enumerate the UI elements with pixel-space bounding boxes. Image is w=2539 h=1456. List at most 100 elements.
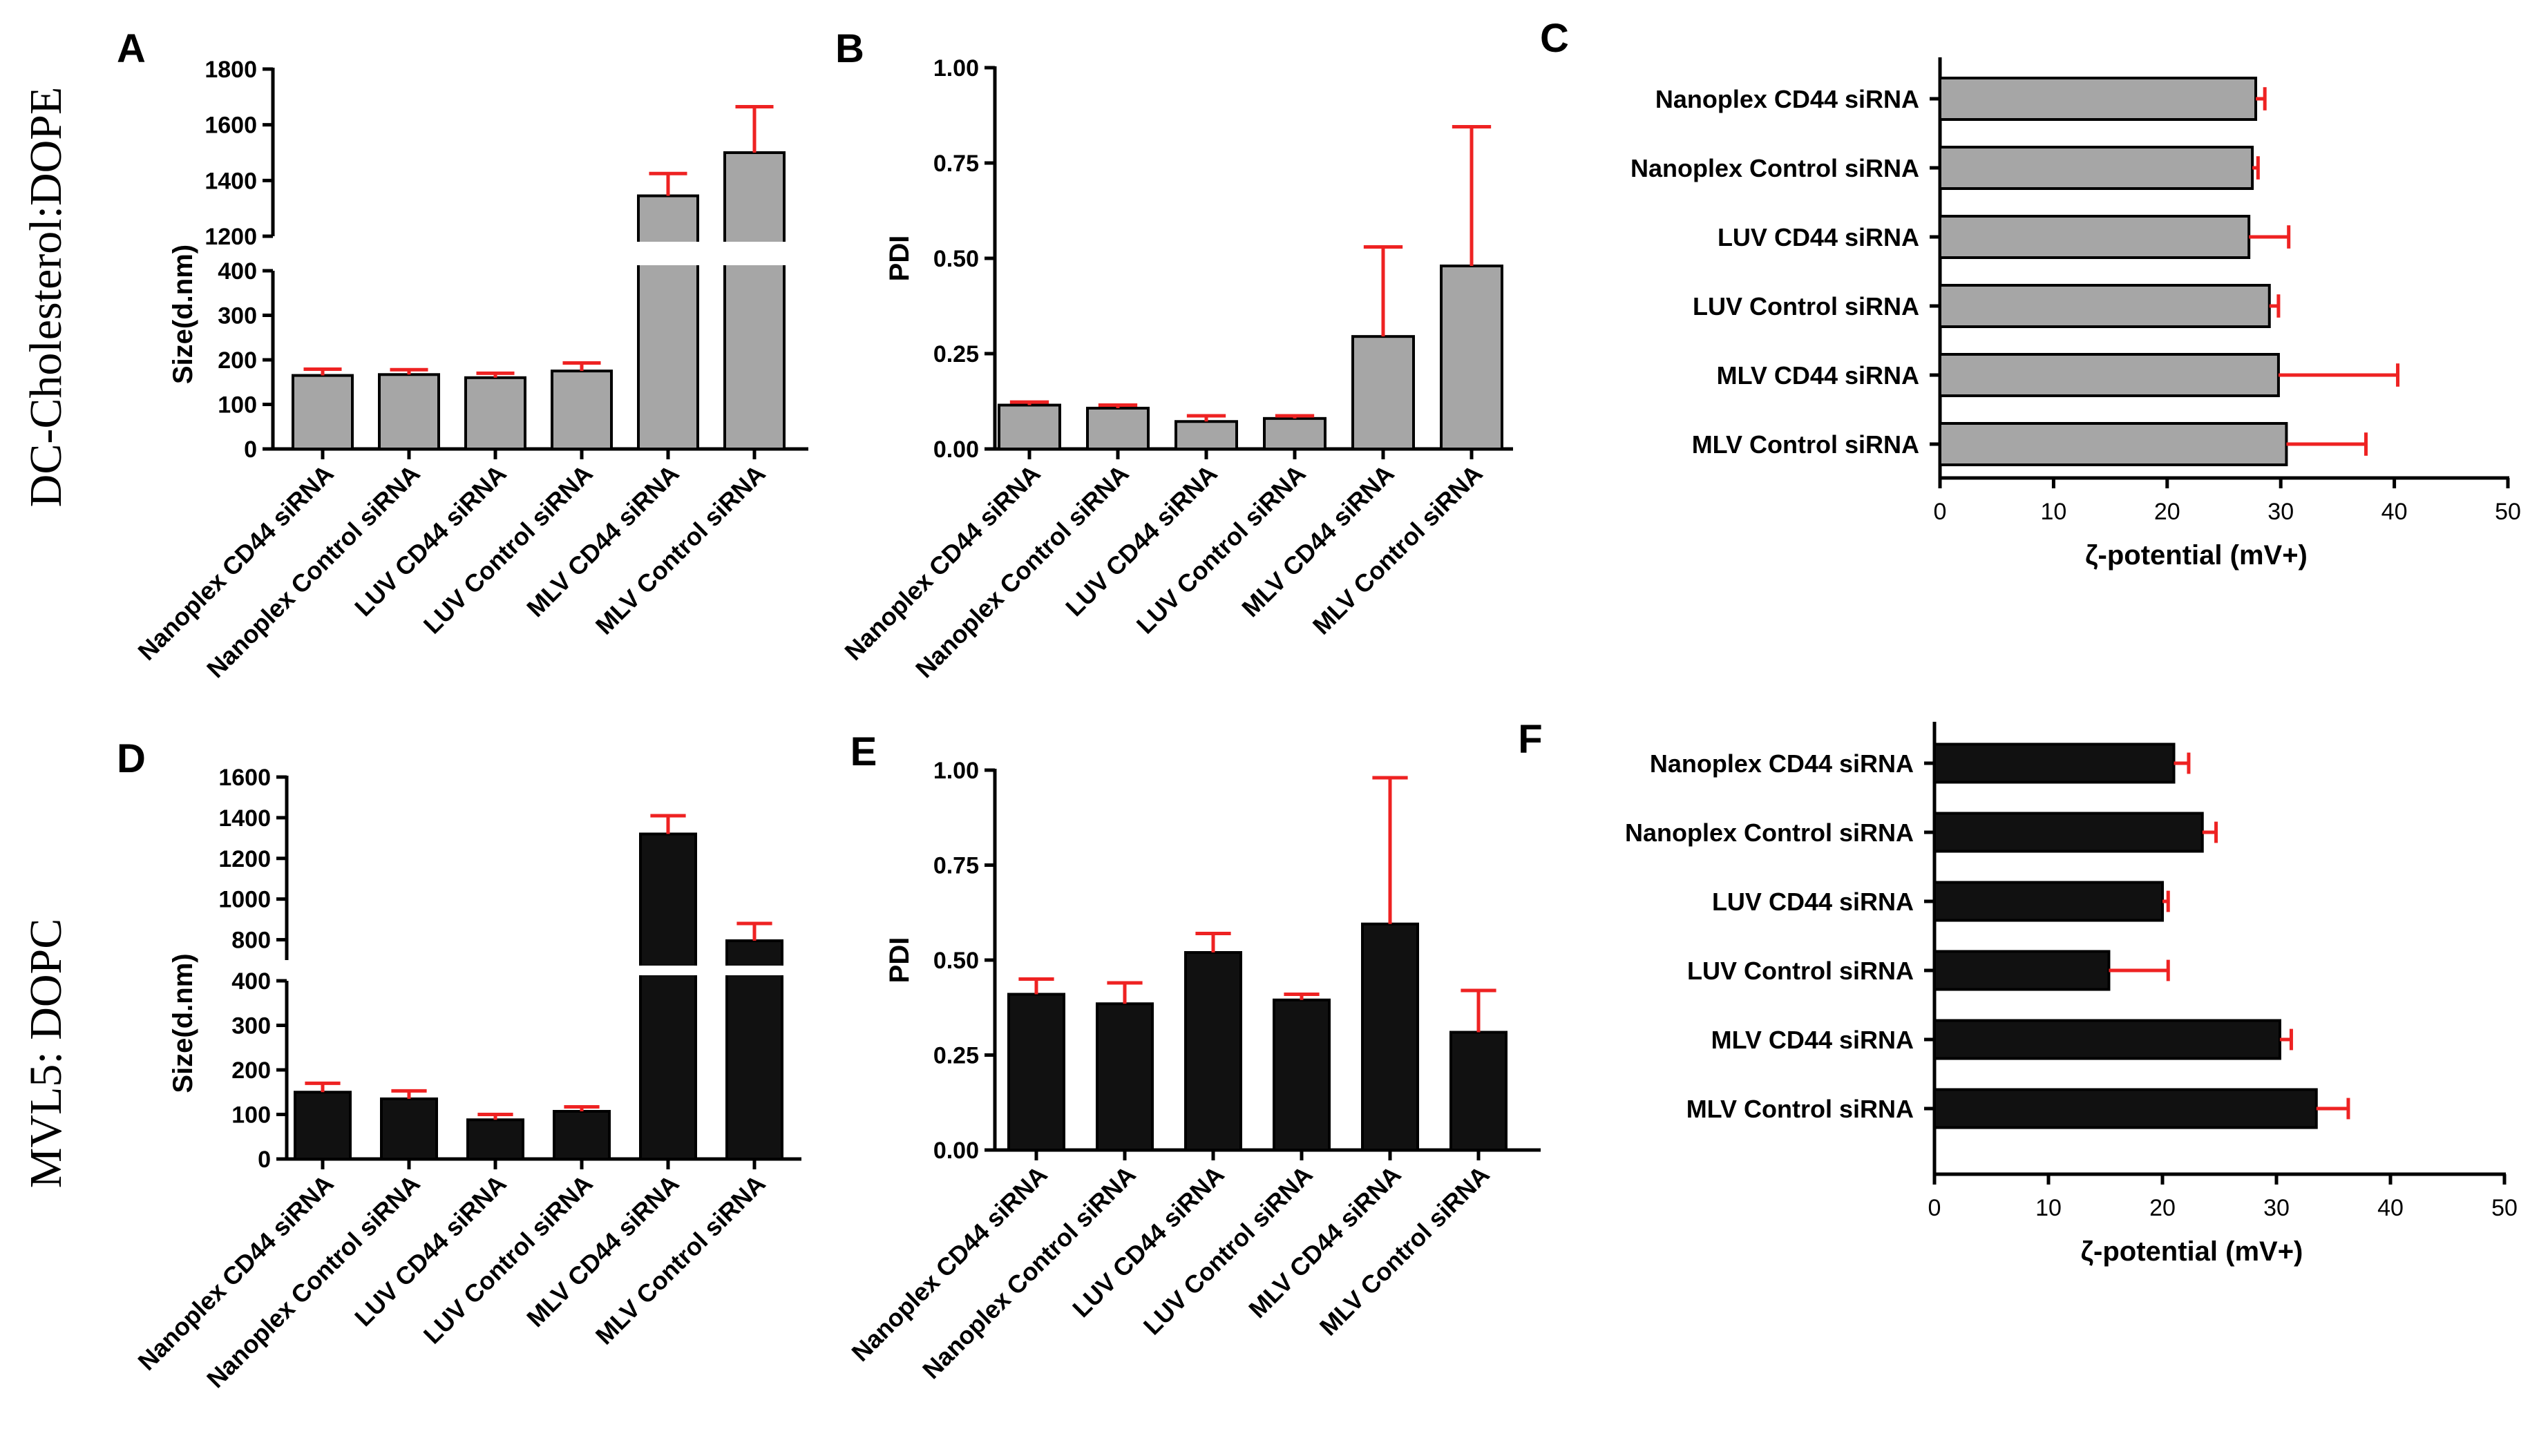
panel-letter: E bbox=[850, 729, 877, 774]
x-tick-label: MLV Control siRNA bbox=[1307, 459, 1488, 640]
x-tick-label: LUV Control siRNA bbox=[1138, 1160, 1318, 1341]
bar bbox=[1939, 77, 2258, 121]
panels: A01002003004001200140016001800Size(d.nm)… bbox=[117, 16, 2521, 1393]
x-tick-label: LUV CD44 siRNA bbox=[1060, 459, 1223, 622]
bar bbox=[466, 1118, 524, 1160]
axis-break-gap bbox=[275, 242, 810, 265]
y-tick-label: 1.00 bbox=[933, 758, 979, 784]
x-tick-label: MLV Control siRNA bbox=[1314, 1160, 1495, 1341]
x-axis-label: ζ-potential (mV+) bbox=[2081, 1236, 2303, 1267]
x-tick-label: LUV CD44 siRNA bbox=[349, 1169, 512, 1332]
y-tick-label: 400 bbox=[218, 258, 257, 285]
y-tick-label: 0.75 bbox=[933, 151, 979, 177]
x-tick-label: 20 bbox=[2149, 1195, 2176, 1221]
bar bbox=[1933, 1019, 2281, 1060]
y-tick-label: 1.00 bbox=[933, 55, 979, 82]
x-tick-label: LUV Control siRNA bbox=[418, 1169, 598, 1350]
y-tick-label: Nanoplex CD44 siRNA bbox=[1655, 85, 1919, 113]
bar bbox=[1933, 881, 2164, 922]
x-tick-label: 50 bbox=[2495, 499, 2521, 525]
panel-letter: C bbox=[1540, 16, 1569, 61]
x-tick-label: MLV CD44 siRNA bbox=[1243, 1160, 1406, 1323]
bar bbox=[637, 194, 699, 450]
bar bbox=[378, 373, 440, 450]
bar bbox=[1184, 951, 1242, 1151]
bar bbox=[1361, 922, 1419, 1151]
panel-f: F 0 10 20 30 40 50 ζ-potential (mV+) Nanoplex CD… bbox=[1518, 717, 2518, 1267]
bar bbox=[1351, 335, 1415, 450]
panel-c: C 0 10 20 30 40 50 ζ-potential (mV+) Nanoplex CD… bbox=[1540, 16, 2521, 571]
bar bbox=[1939, 215, 2251, 259]
y-tick-label: 1000 bbox=[218, 887, 271, 913]
x-tick-label: MLV Control siRNA bbox=[590, 459, 771, 640]
y-tick-label: MLV CD44 siRNA bbox=[1717, 361, 1919, 390]
x-tick-label: MLV Control siRNA bbox=[590, 1169, 771, 1350]
y-tick-label: Nanoplex Control siRNA bbox=[1630, 154, 1919, 182]
bar bbox=[1440, 265, 1503, 450]
bar bbox=[723, 151, 786, 450]
y-tick-label: 0.50 bbox=[933, 246, 979, 272]
y-tick-label: 1200 bbox=[205, 224, 257, 250]
panel-letter: F bbox=[1518, 717, 1542, 762]
y-tick-label: 400 bbox=[231, 968, 271, 995]
bar bbox=[1933, 812, 2204, 853]
x-tick-label: 30 bbox=[2267, 499, 2294, 525]
y-tick-label: 0.00 bbox=[933, 1138, 979, 1164]
y-tick-label: 0.00 bbox=[933, 437, 979, 463]
y-tick-label: LUV CD44 siRNA bbox=[1718, 223, 1919, 251]
y-tick-label: 200 bbox=[231, 1057, 271, 1084]
bar bbox=[464, 376, 526, 450]
panel-a: A 0 100 200 300 400 1200 1400 1600 1800 Size(d.nm)… bbox=[117, 26, 810, 683]
y-axis-label: Size(d.nm) bbox=[168, 245, 198, 384]
axis-break-gap bbox=[289, 966, 803, 975]
bar bbox=[1933, 1088, 2318, 1129]
bar bbox=[1933, 743, 2176, 784]
x-tick-label: 40 bbox=[2377, 1195, 2404, 1221]
x-tick-label: 0 bbox=[1928, 1195, 1941, 1221]
y-tick-label: 1600 bbox=[205, 113, 257, 139]
y-tick-label: 0.25 bbox=[933, 1043, 979, 1069]
y-tick-label: 0 bbox=[258, 1147, 271, 1173]
bar bbox=[1007, 993, 1065, 1151]
y-tick-label: Nanoplex Control siRNA bbox=[1625, 818, 1914, 847]
panel-letter: B bbox=[835, 26, 864, 71]
bar bbox=[725, 939, 783, 1161]
x-tick-label: 40 bbox=[2381, 499, 2408, 525]
bar bbox=[1939, 422, 2288, 466]
x-tick-label: 50 bbox=[2491, 1195, 2518, 1221]
bar bbox=[1939, 146, 2254, 190]
panel-letter: D bbox=[117, 736, 146, 781]
y-tick-label: LUV Control siRNA bbox=[1693, 292, 1919, 320]
y-tick-label: 1400 bbox=[205, 168, 257, 194]
y-tick-label: 300 bbox=[231, 1013, 271, 1040]
y-tick-label: Nanoplex CD44 siRNA bbox=[1650, 749, 1914, 778]
x-tick-label: 20 bbox=[2154, 499, 2180, 525]
y-tick-label: LUV CD44 siRNA bbox=[1712, 888, 1914, 916]
bar bbox=[1263, 416, 1326, 451]
bar bbox=[998, 403, 1061, 451]
bar bbox=[1939, 353, 2280, 397]
y-tick-label: 1600 bbox=[218, 765, 271, 791]
bar bbox=[294, 1091, 352, 1160]
x-tick-label: MLV CD44 siRNA bbox=[521, 459, 684, 622]
x-tick-label: LUV CD44 siRNA bbox=[349, 459, 512, 622]
bar bbox=[292, 374, 354, 451]
y-tick-label: 200 bbox=[218, 347, 257, 374]
x-tick-label: MLV CD44 siRNA bbox=[521, 1169, 684, 1332]
row-label-bottom: MVL5: DOPC bbox=[21, 919, 71, 1189]
y-tick-label: MLV Control siRNA bbox=[1686, 1095, 1914, 1123]
x-tick-label: LUV Control siRNA bbox=[418, 459, 598, 640]
y-tick-label: 1400 bbox=[218, 805, 271, 832]
x-tick-label: MLV CD44 siRNA bbox=[1236, 459, 1399, 622]
x-tick-label: 10 bbox=[2035, 1195, 2062, 1221]
bar bbox=[1273, 998, 1331, 1151]
panel-d: D 0 100 200 300 400 800 1000 1200 1400 1600 Size(d.… bbox=[117, 736, 803, 1393]
y-tick-label: 0.75 bbox=[933, 853, 979, 879]
panel-letter: A bbox=[117, 26, 146, 71]
bar bbox=[551, 370, 613, 450]
y-tick-label: 300 bbox=[218, 303, 257, 329]
y-tick-label: 1200 bbox=[218, 846, 271, 872]
y-axis-label: PDI bbox=[884, 236, 915, 282]
